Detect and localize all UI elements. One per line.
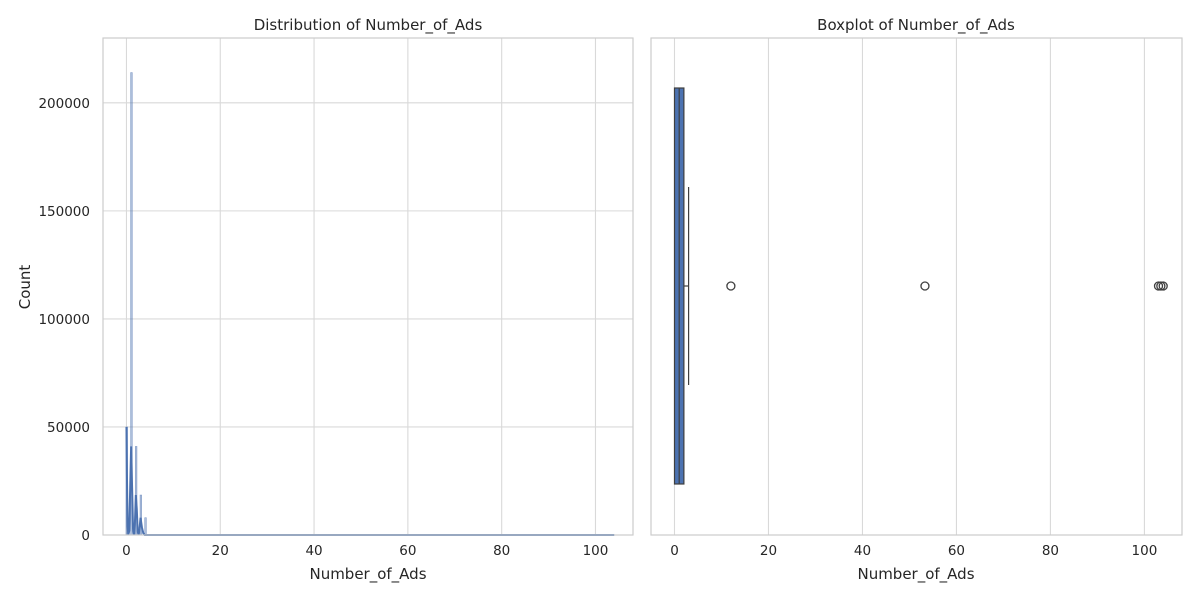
histogram-kde-line [125, 426, 615, 536]
histogram-y-tick-labels: 0 50000 100000 150000 200000 [38, 96, 90, 544]
histogram-gridlines [103, 38, 633, 536]
y-tick-label: 150000 [38, 204, 90, 220]
boxplot-outliers [726, 281, 1168, 291]
boxplot-panel: 0 20 40 60 80 100 Boxplot of Number_of_Ads Nu… [650, 16, 1183, 584]
y-tick-label: 200000 [38, 96, 90, 112]
x-tick-label: 0 [122, 543, 131, 559]
boxplot-x-axis-label: Number_of_Ads [857, 565, 974, 584]
boxplot-outlier [726, 281, 736, 291]
histogram-x-tick-labels: 0 20 40 60 80 100 [122, 543, 608, 559]
y-tick-label: 100000 [38, 312, 90, 328]
histogram-panel: 0 20 40 60 80 100 0 50000 100000 150000 200000 Di… [16, 16, 634, 584]
x-tick-label: 40 [854, 543, 871, 559]
y-tick-label: 50000 [47, 420, 90, 436]
histogram-bar [144, 517, 147, 536]
histogram-bars [125, 72, 147, 536]
histogram-title: Distribution of Number_of_Ads [254, 16, 483, 35]
boxplot-box [673, 87, 690, 485]
histogram-y-axis-label: Count [16, 265, 34, 310]
x-tick-label: 60 [399, 543, 416, 559]
boxplot-outlier [1158, 281, 1168, 291]
boxplot-title: Boxplot of Number_of_Ads [817, 16, 1015, 35]
x-tick-label: 100 [583, 543, 609, 559]
histogram-axes-frame [102, 37, 634, 536]
histogram-x-axis-label: Number_of_Ads [309, 565, 426, 584]
x-tick-label: 40 [305, 543, 322, 559]
x-tick-label: 20 [212, 543, 229, 559]
boxplot-outlier [920, 281, 930, 291]
boxplot-x-tick-labels: 0 20 40 60 80 100 [670, 543, 1157, 559]
x-tick-label: 80 [493, 543, 510, 559]
x-tick-label: 60 [948, 543, 965, 559]
x-tick-label: 80 [1042, 543, 1059, 559]
x-tick-label: 20 [760, 543, 777, 559]
boxplot-gridlines [673, 38, 1145, 535]
x-tick-label: 100 [1132, 543, 1158, 559]
boxplot-axes-frame [650, 37, 1183, 536]
x-tick-label: 0 [670, 543, 679, 559]
y-tick-label: 0 [81, 528, 90, 544]
